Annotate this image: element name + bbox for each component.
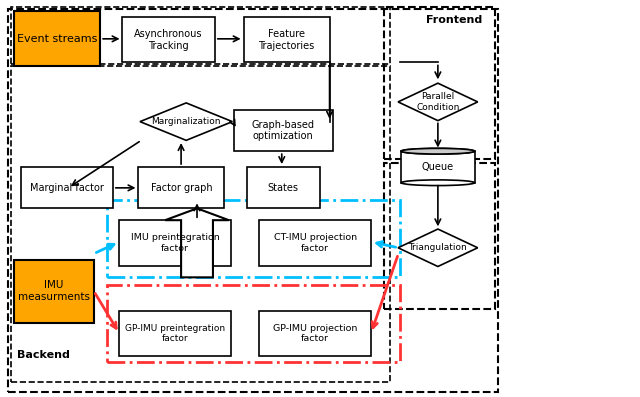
Bar [401,151,474,183]
FancyBboxPatch shape [119,311,231,356]
FancyBboxPatch shape [234,110,333,151]
Bar [8,9,499,392]
Bar [384,163,495,309]
Text: GP-IMU projection
factor: GP-IMU projection factor [273,324,357,343]
Bar [11,66,390,382]
Text: Event streams: Event streams [17,34,97,44]
Bar [106,285,399,362]
Ellipse shape [401,180,474,185]
FancyBboxPatch shape [244,17,330,62]
Text: Backend: Backend [17,350,70,360]
Text: IMU
measurments: IMU measurments [18,280,90,302]
Polygon shape [165,208,229,278]
Text: Marginal factor: Marginal factor [30,183,104,193]
Polygon shape [398,229,477,266]
FancyBboxPatch shape [119,220,231,266]
Bar [106,200,399,278]
Polygon shape [398,83,477,121]
Text: CT-IMU projection
factor: CT-IMU projection factor [274,233,356,252]
Text: Triangulation: Triangulation [408,243,467,252]
FancyBboxPatch shape [259,220,371,266]
Bar [384,7,495,159]
Text: GP-IMU preintegration
factor: GP-IMU preintegration factor [125,324,225,343]
Text: Factor graph: Factor graph [150,183,212,193]
Text: Graph-based
optimization: Graph-based optimization [252,120,315,141]
Text: Parallel
Condition: Parallel Condition [416,92,460,112]
Text: Frontend: Frontend [426,15,483,25]
Ellipse shape [401,148,474,154]
Text: Feature
Trajectories: Feature Trajectories [259,29,315,51]
FancyBboxPatch shape [20,167,113,208]
Ellipse shape [401,148,474,154]
Text: Asynchronous
Tracking: Asynchronous Tracking [134,29,203,51]
FancyBboxPatch shape [138,167,225,208]
Text: IMU preintegration
factor: IMU preintegration factor [131,233,220,252]
Bar [11,7,390,64]
Text: Marginalization: Marginalization [152,117,221,126]
Text: States: States [268,183,299,193]
Text: Queue: Queue [422,162,454,172]
Polygon shape [140,103,232,141]
FancyBboxPatch shape [122,17,215,62]
FancyBboxPatch shape [259,311,371,356]
FancyBboxPatch shape [14,260,94,323]
FancyBboxPatch shape [246,167,320,208]
FancyBboxPatch shape [14,11,100,66]
